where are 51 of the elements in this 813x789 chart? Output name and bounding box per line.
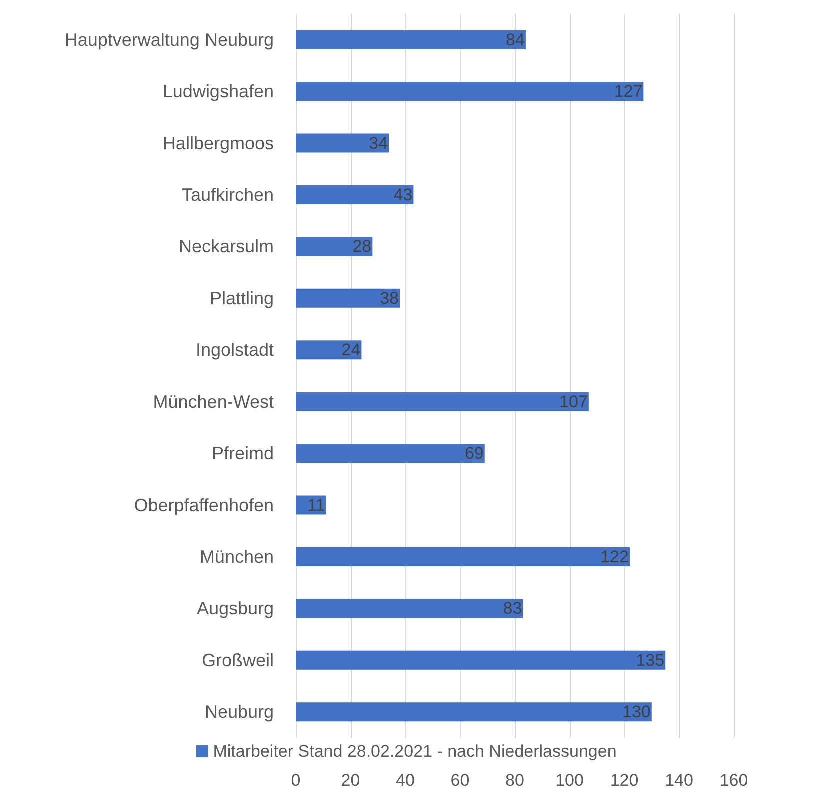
data-label: 135 (636, 650, 665, 670)
y-tick-label: Oberpfaffenhofen (134, 495, 274, 516)
data-label: 38 (380, 288, 400, 308)
data-label: 107 (560, 392, 588, 412)
y-tick-label: Neuburg (204, 702, 274, 722)
bar (296, 237, 373, 256)
y-tick-label: München-West (153, 392, 274, 412)
bar (296, 650, 666, 670)
x-tick-label: 120 (610, 771, 639, 789)
data-label: 84 (506, 30, 525, 50)
data-label: 83 (503, 599, 522, 618)
legend-label: Mitarbeiter Stand 28.02.2021 - nach Niederlassungen (213, 742, 617, 761)
bar (296, 599, 524, 618)
bar (296, 392, 589, 412)
y-tick-label: Hallbergmoos (162, 133, 274, 154)
bar (296, 444, 485, 464)
y-tick-label: Ingolstadt (196, 340, 274, 360)
bar (296, 186, 414, 204)
x-tick-label: 60 (450, 771, 470, 789)
x-tick-label: 140 (665, 771, 694, 789)
data-label: 11 (307, 496, 326, 515)
x-tick-label: 100 (556, 771, 584, 789)
data-label: 28 (352, 237, 372, 256)
bar (296, 82, 644, 102)
bar (296, 134, 390, 153)
data-label: 127 (614, 82, 643, 102)
y-tick-label: Ludwigshafen (162, 82, 274, 102)
bar (296, 548, 630, 566)
y-tick-label: München (200, 547, 274, 567)
x-tick-label: 40 (396, 771, 415, 789)
data-label: 130 (622, 702, 651, 722)
data-label: 43 (394, 186, 413, 204)
y-tick-label: Hauptverwaltung Neuburg (64, 30, 274, 50)
data-label: 69 (464, 444, 484, 464)
data-label: 122 (600, 548, 629, 566)
y-tick-label: Plattling (210, 288, 274, 308)
data-label: 24 (342, 340, 361, 360)
x-tick-label: 80 (506, 771, 524, 789)
y-tick-label: Großweil (202, 650, 274, 670)
x-tick-label: 0 (291, 771, 301, 789)
y-tick-label: Pfreimd (212, 444, 274, 464)
bar (296, 30, 526, 50)
y-tick-label: Augsburg (196, 598, 274, 619)
data-label: 34 (369, 134, 388, 153)
bar (296, 702, 652, 722)
y-tick-label: Neckarsulm (178, 236, 274, 257)
x-tick-label: 160 (720, 771, 748, 789)
y-tick-label: Taufkirchen (182, 185, 274, 205)
bar (296, 288, 400, 308)
x-tick-label: 20 (341, 771, 360, 789)
bar (296, 340, 362, 360)
